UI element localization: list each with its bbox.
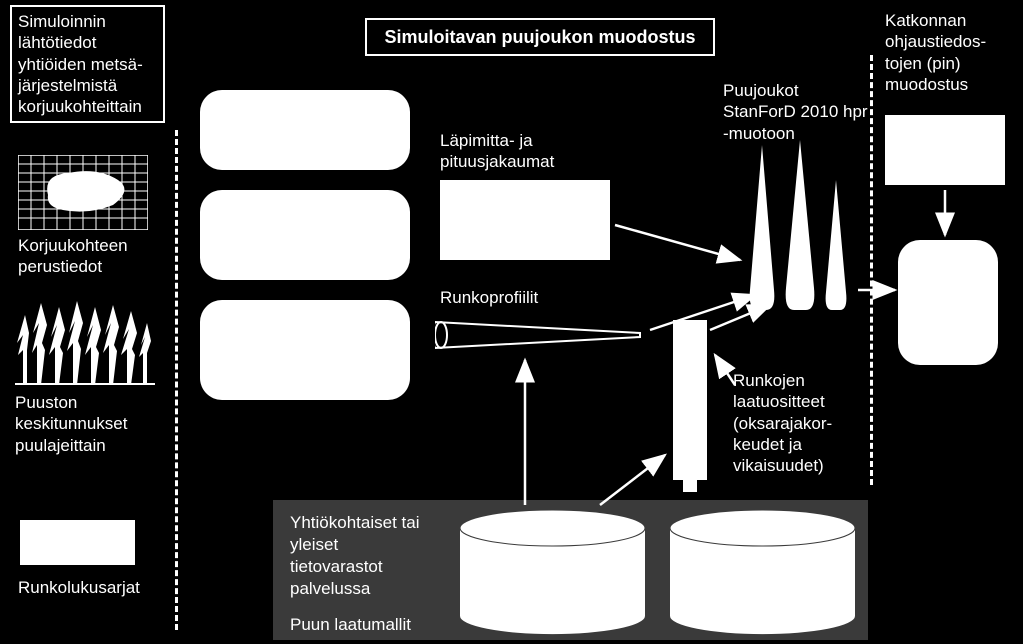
katkonnan-label: Katkonnan ohjaustiedos-tojen (pin) muodo…: [885, 10, 1020, 95]
dashed-divider-left: [175, 130, 178, 630]
output-rounded-box: [898, 240, 998, 365]
line: lähtötiedot: [18, 32, 157, 53]
grid-label: Korjuukohteen perustiedot: [18, 235, 168, 278]
rounded-box-3: [200, 300, 410, 400]
ds-line: Puun laatumallit: [290, 614, 460, 636]
dashed-divider-right: [870, 55, 873, 485]
katkonnan-label-text: Katkonnan ohjaustiedos-tojen (pin) muodo…: [885, 11, 986, 94]
ds-line: Yhtiökohtaiset tai: [290, 512, 460, 534]
lapimitta-label: Läpimitta- ja pituusjakaumat: [440, 130, 610, 173]
trees-label: Puuston keskitunnukset puulajeittain: [15, 392, 165, 456]
taper-shape-icon: [435, 320, 645, 350]
runkoprofiilit-label-text: Runkoprofiilit: [440, 288, 538, 307]
line: Simuloinnin: [18, 11, 157, 32]
runkoluku-label-text: Runkolukusarjat: [18, 578, 140, 597]
tree-cones-icon: [740, 140, 860, 310]
grid-label-text: Korjuukohteen perustiedot: [18, 236, 128, 276]
input-data-box: Simuloinnin lähtötiedot yhtiöiden metsä-…: [10, 5, 165, 123]
line: korjuukohteittain: [18, 96, 157, 117]
database-cylinder-2: [665, 508, 860, 636]
database-cylinder-1: [455, 508, 650, 636]
line: yhtiöiden metsä-: [18, 54, 157, 75]
lapimitta-label-text: Läpimitta- ja pituusjakaumat: [440, 131, 554, 171]
runkoluku-rect: [20, 520, 135, 565]
runkoprofiilit-label: Runkoprofiilit: [440, 288, 538, 308]
runkojen-label-text: Runkojen laatuositteet (oksarajakor-keud…: [733, 371, 832, 475]
grid-map-icon: [18, 155, 148, 230]
line: järjestelmistä: [18, 75, 157, 96]
rounded-box-2: [200, 190, 410, 280]
trees-label-text: Puuston keskitunnukset puulajeittain: [15, 393, 127, 455]
stem-rect-icon: [665, 320, 715, 495]
data-store-text: Yhtiökohtaiset tai yleiset tietovarastot…: [290, 512, 460, 636]
trees-icon: [15, 295, 155, 385]
diagram-title-box: Simuloitavan puujoukon muodostus: [365, 18, 715, 56]
ds-line: tietovarastot: [290, 556, 460, 578]
lapimitta-rect: [440, 180, 610, 260]
runkojen-label: Runkojen laatuositteet (oksarajakor-keud…: [733, 370, 863, 476]
puujoukot-label-text: Puujoukot StanForD 2010 hpr -muotoon: [723, 81, 868, 143]
runkoluku-label: Runkolukusarjat: [18, 578, 140, 598]
rounded-box-1: [200, 90, 410, 170]
ds-line: [290, 600, 460, 614]
ds-line: palvelussa: [290, 578, 460, 600]
ds-line: yleiset: [290, 534, 460, 556]
katkonnan-rect: [885, 115, 1005, 185]
puujoukot-label: Puujoukot StanForD 2010 hpr -muotoon: [723, 80, 868, 144]
diagram-title: Simuloitavan puujoukon muodostus: [384, 27, 695, 48]
